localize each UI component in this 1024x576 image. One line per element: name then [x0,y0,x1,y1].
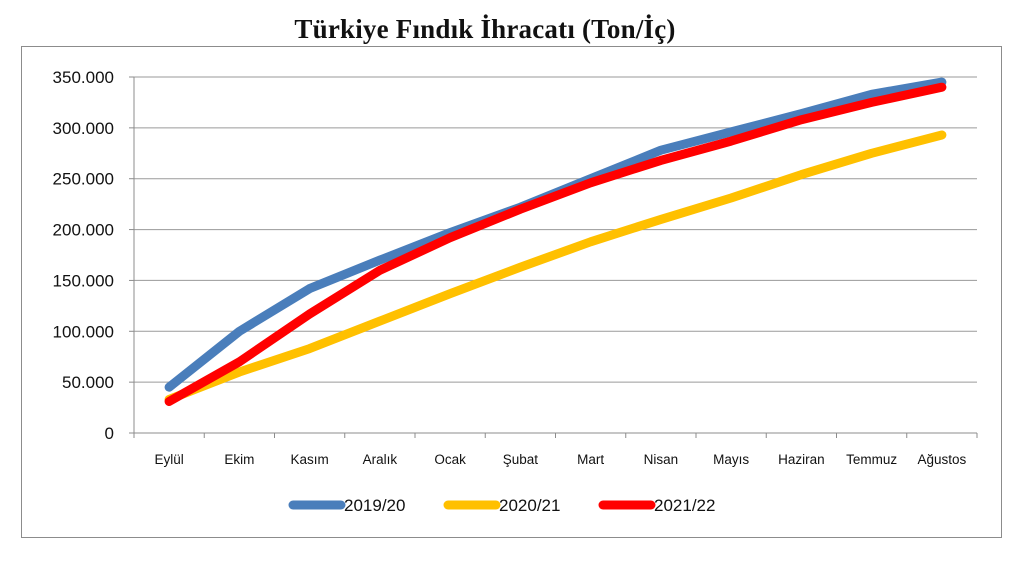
x-tick-label: Mayıs [713,452,749,467]
x-tick-label: Aralık [363,452,398,467]
x-tick-label: Ağustos [917,452,966,467]
series-line-2020-21 [164,130,947,404]
x-tick-label: Temmuz [846,452,897,467]
x-tick-label: Nisan [644,452,679,467]
x-tick-label: Haziran [778,452,825,467]
chart-title: Türkiye Fındık İhracatı (Ton/İç) [0,14,970,45]
y-tick-label: 250.000 [53,170,114,189]
y-tick-label: 300.000 [53,119,114,138]
y-tick-label: 150.000 [53,271,114,290]
y-tick-label: 350.000 [53,68,114,87]
x-tick-label: Kasım [290,452,328,467]
y-tick-label: 50.000 [62,373,114,392]
legend-label: 2020/21 [499,496,560,515]
x-tick-label: Şubat [503,452,539,467]
y-tick-label: 200.000 [53,221,114,240]
x-tick-label: Ekim [224,452,254,467]
x-tick-label: Mart [577,452,604,467]
legend-label: 2021/22 [654,496,715,515]
series-line-2021-22 [164,82,947,406]
y-tick-label: 100.000 [53,322,114,341]
legend-label: 2019/20 [344,496,405,515]
x-tick-label: Ocak [434,452,466,467]
y-tick-label: 0 [105,424,114,443]
x-tick-label: Eylül [154,452,183,467]
